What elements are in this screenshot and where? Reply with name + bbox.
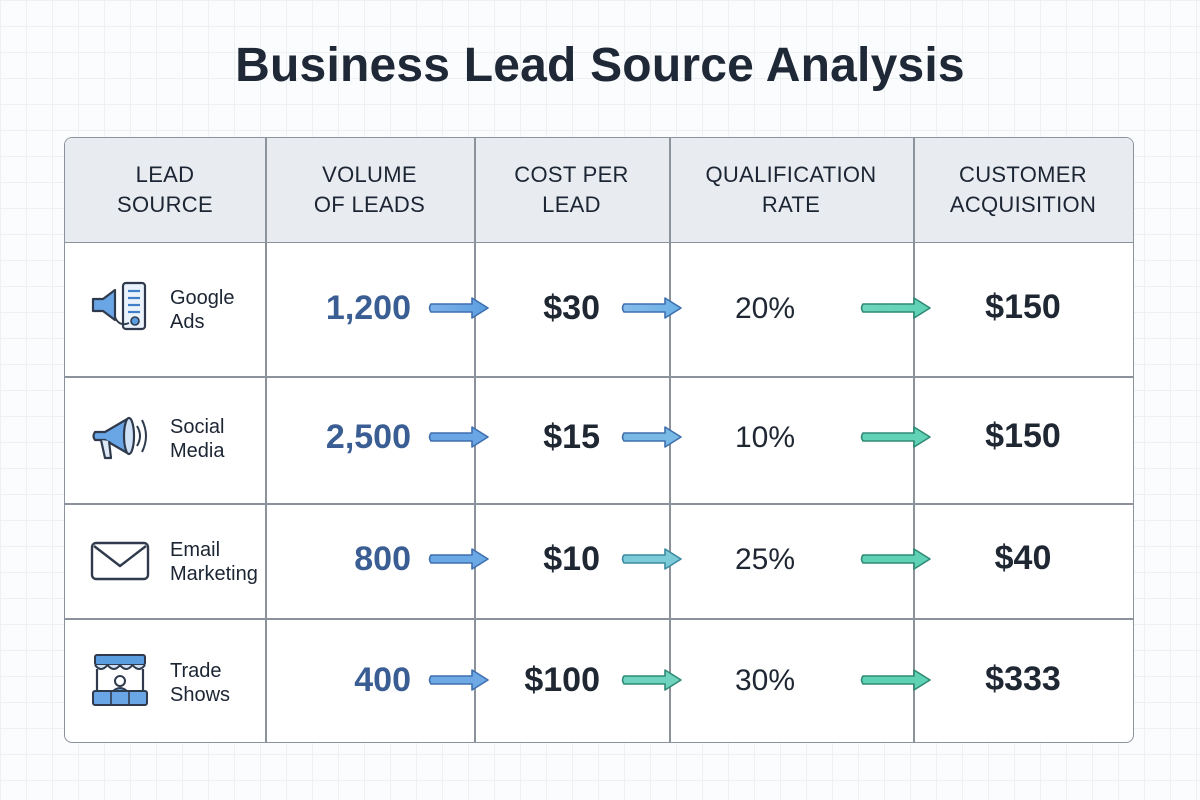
arrow-icon (860, 426, 931, 448)
envelope-icon (90, 541, 150, 581)
header-acquisition: CUSTOMER ACQUISITION (913, 138, 1133, 242)
arrow-icon (860, 669, 931, 691)
lead-source-line2: Marketing (170, 563, 258, 585)
column-divider (265, 138, 267, 742)
table-row-social-media: Social Media 2,500 $15 10% $150 (65, 377, 1133, 503)
header-volume-line2: OF LEADS (313, 192, 426, 217)
row-divider (65, 618, 1133, 620)
header-lead-source-line2: SOURCE (117, 192, 213, 217)
header-volume: VOLUME OF LEADS (265, 138, 474, 242)
lead-source-line1: Email (170, 539, 221, 561)
arrow-icon (428, 669, 489, 691)
cost-value: $10 (543, 540, 600, 578)
header-lead-source: LEAD SOURCE (65, 138, 265, 242)
arrow-icon (860, 297, 931, 319)
arrow-icon (621, 669, 682, 691)
lead-source-line2: Ads (170, 311, 205, 333)
header-lead-source-line1: LEAD (135, 162, 195, 187)
header-cost-line1: COST PER (514, 162, 629, 187)
lead-source-label: Google Ads (170, 286, 235, 334)
volume-value: 800 (354, 540, 411, 578)
header-cost-line2: LEAD (542, 192, 601, 217)
acquisition-value: $150 (985, 417, 1061, 455)
lead-source-label: Social Media (170, 415, 224, 463)
row-divider (65, 376, 1133, 378)
lead-source-line2: Media (170, 440, 225, 462)
arrow-icon (621, 297, 682, 319)
arrow-icon (860, 548, 931, 570)
cost-value: $15 (543, 418, 600, 456)
acquisition-value: $150 (985, 288, 1061, 326)
lead-source-line1: Trade (170, 660, 222, 682)
header-qualification: QUALIFICATION RATE (669, 138, 913, 242)
lead-source-line1: Google (170, 287, 235, 309)
lead-source-cell: Email Marketing (65, 504, 265, 618)
lead-source-cell: Google Ads (65, 243, 265, 376)
qualification-value: 10% (734, 421, 796, 454)
google-ads-icon (91, 281, 147, 331)
lead-source-line1: Social (170, 416, 225, 438)
header-qualification-line1: QUALIFICATION (705, 162, 877, 187)
cost-value: $100 (524, 661, 600, 699)
volume-value: 1,200 (325, 289, 411, 327)
lead-source-line2: Shows (170, 684, 231, 706)
arrow-icon (621, 548, 682, 570)
volume-value: 2,500 (325, 418, 411, 456)
acquisition-value: $333 (985, 660, 1061, 698)
lead-source-table: LEAD SOURCE VOLUME OF LEADS COST PER LEA… (64, 137, 1134, 743)
arrow-icon (428, 548, 489, 570)
header-volume-line1: VOLUME (322, 162, 417, 187)
qualification-value: 25% (734, 543, 796, 576)
lead-source-label: Trade Shows (170, 659, 230, 707)
lead-source-cell: Social Media (65, 377, 265, 503)
arrow-icon (428, 297, 489, 319)
header-acquisition-line1: CUSTOMER (959, 162, 1087, 187)
table-header: LEAD SOURCE VOLUME OF LEADS COST PER LEA… (65, 138, 1133, 243)
page-title: Business Lead Source Analysis (235, 39, 965, 92)
acquisition-value: $40 (994, 539, 1052, 577)
arrow-icon (621, 426, 682, 448)
table-row-google-ads: Google Ads 1,200 $30 20% $150 (65, 243, 1133, 376)
lead-source-cell: Trade Shows (65, 619, 265, 742)
booth-icon (92, 654, 148, 706)
megaphone-icon (92, 416, 147, 460)
qualification-value: 30% (734, 664, 796, 697)
lead-source-label: Email Marketing (170, 538, 258, 586)
volume-value: 400 (354, 661, 411, 699)
header-cost: COST PER LEAD (474, 138, 669, 242)
qualification-value: 20% (734, 292, 796, 325)
header-acquisition-line2: ACQUISITION (949, 192, 1097, 217)
row-divider (65, 503, 1133, 505)
table-row-trade-shows: Trade Shows 400 $100 30% $333 (65, 619, 1133, 742)
cost-value: $30 (543, 289, 600, 327)
arrow-icon (428, 426, 489, 448)
header-qualification-line2: RATE (761, 192, 821, 217)
table-row-email-marketing: Email Marketing 800 $10 25% $40 (65, 504, 1133, 618)
